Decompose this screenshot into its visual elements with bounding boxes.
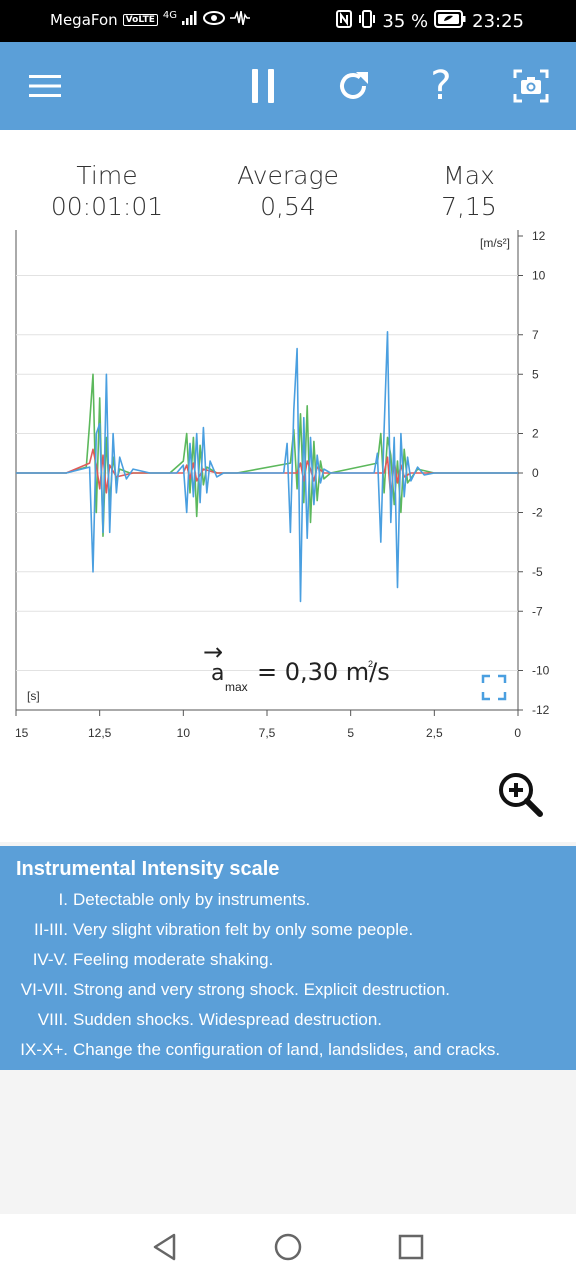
- y-tick-label: 5: [532, 367, 539, 381]
- y-tick-label: -2: [532, 506, 543, 520]
- average-value: 0,54: [260, 192, 316, 221]
- scale-description: Very slight vibration felt by only some …: [73, 920, 414, 939]
- amax-unit-superscript: 2: [368, 659, 373, 669]
- scale-level: VIII.: [37, 1010, 68, 1029]
- pause-icon: [252, 69, 274, 103]
- menu-icon: [29, 75, 61, 97]
- x-axis-unit-label: [s]: [27, 689, 40, 703]
- max-label: Max: [443, 161, 495, 190]
- back-icon: [153, 1233, 176, 1261]
- scale-row: VIII. Sudden shocks. Widespread destructi…: [0, 1010, 576, 1040]
- clock: 23:25: [472, 11, 524, 32]
- nfc-icon: [336, 10, 353, 33]
- y-tick-label: -5: [532, 565, 543, 579]
- refresh-button[interactable]: [330, 42, 376, 130]
- x-tick-label: 10: [177, 726, 191, 740]
- scale-description: Sudden shocks. Widespread destruction.: [73, 1010, 383, 1029]
- network-type: 4G: [162, 9, 177, 21]
- recents-icon: [398, 1234, 424, 1260]
- scale-row: II-III. Very slight vibration felt by onl…: [0, 920, 576, 950]
- y-tick-label: 2: [532, 427, 539, 441]
- x-tick-label: 5: [347, 726, 354, 740]
- intensity-scale-panel: Instrumental Intensity scale I. Detectabl…: [0, 846, 576, 1070]
- recents-button[interactable]: [396, 1232, 426, 1262]
- time-stat: Time 00:01:01: [17, 160, 197, 222]
- help-button[interactable]: ?: [418, 42, 464, 130]
- y-tick-label: -10: [532, 664, 550, 678]
- screenshot-button[interactable]: [508, 42, 554, 130]
- zoom-in-icon: [499, 773, 543, 817]
- y-tick-label: 12: [532, 230, 546, 243]
- x-tick-label: 2,5: [426, 726, 443, 740]
- scale-row: IX-X+. Change the configuration of land, …: [0, 1040, 576, 1070]
- y-tick-label: 0: [532, 466, 539, 480]
- scale-row: VI-VII. Strong and very strong shock. Exp…: [0, 980, 576, 1010]
- scale-description: Change the configuration of land, landsl…: [73, 1040, 501, 1059]
- waveform-icon: [230, 10, 250, 29]
- y-tick-label: 10: [532, 269, 546, 283]
- stats-panel: Time 00:01:01 Average 0,54 Max 7,15: [0, 130, 576, 230]
- max-stat: Max 7,15: [379, 160, 559, 222]
- toolbar: ?: [0, 42, 576, 130]
- x-tick-label: 7,5: [259, 726, 276, 740]
- scale-level: IX-X+.: [20, 1040, 68, 1059]
- average-label: Average: [237, 161, 339, 190]
- home-icon: [274, 1233, 302, 1261]
- eye-icon: [203, 11, 225, 29]
- home-button[interactable]: [273, 1232, 303, 1262]
- menu-button[interactable]: [22, 42, 68, 130]
- refresh-icon: [340, 72, 368, 99]
- camera-icon: [513, 69, 549, 103]
- y-tick-label: -12: [532, 703, 550, 717]
- y-tick-label: -7: [532, 604, 543, 618]
- x-tick-label: 12,5: [88, 726, 112, 740]
- help-icon: ?: [430, 63, 452, 109]
- scale-level: I.: [58, 890, 68, 909]
- scale-row: I. Detectable only by instruments.: [0, 890, 576, 920]
- amax-label: a: [211, 661, 224, 686]
- scale-description: Detectable only by instruments.: [73, 890, 311, 909]
- y-axis-unit-label: [m/s²]: [480, 236, 510, 250]
- signal-icon: [182, 11, 198, 29]
- scale-row: IV-V. Feeling moderate shaking.: [0, 950, 576, 980]
- volte-badge: VoLTE: [122, 14, 158, 26]
- zoom-button[interactable]: [496, 770, 544, 818]
- x-tick-label: 15: [15, 726, 29, 740]
- scale-level: VI-VII.: [20, 980, 68, 999]
- carrier-name: MegaFon: [50, 11, 118, 29]
- amax-value: = 0,30 m/s: [257, 658, 390, 686]
- scale-level: II-III.: [34, 920, 68, 939]
- scale-level: IV-V.: [32, 950, 68, 969]
- time-value: 00:01:01: [50, 192, 164, 221]
- y-tick-label: 7: [532, 328, 539, 342]
- time-label: Time: [76, 161, 138, 190]
- series-line-z: [16, 331, 518, 603]
- fullscreen-button[interactable]: [476, 670, 512, 704]
- back-button[interactable]: [150, 1232, 180, 1262]
- scale-description: Strong and very strong shock. Explicit d…: [73, 980, 451, 999]
- scale-title: Instrumental Intensity scale: [16, 858, 280, 880]
- scale-description: Feeling moderate shaking.: [73, 950, 274, 969]
- x-tick-label: 0: [514, 726, 521, 740]
- acceleration-chart[interactable]: 12 10 7 5 2 0 -2 -5 -7 -10 -12 15 12,5 10 7,5 5 2,5 0 [m/…: [0, 230, 576, 760]
- vibrate-icon: [358, 10, 376, 33]
- pause-button[interactable]: [240, 42, 286, 130]
- battery-icon: [434, 10, 466, 33]
- max-value: 7,15: [441, 192, 497, 221]
- status-bar: MegaFon VoLTE 4G 35 % 23:25: [0, 0, 576, 42]
- chart-area: 12 10 7 5 2 0 -2 -5 -7 -10 -12 15 12,5 10 7,5 5 2,5 0 [m/…: [0, 230, 576, 1054]
- amax-arrow: →: [203, 638, 223, 666]
- fullscreen-icon: [481, 674, 507, 701]
- amax-subscript: max: [225, 680, 248, 694]
- navigation-bar: [0, 1214, 576, 1280]
- average-stat: Average 0,54: [198, 160, 378, 222]
- battery-percent: 35 %: [382, 11, 429, 32]
